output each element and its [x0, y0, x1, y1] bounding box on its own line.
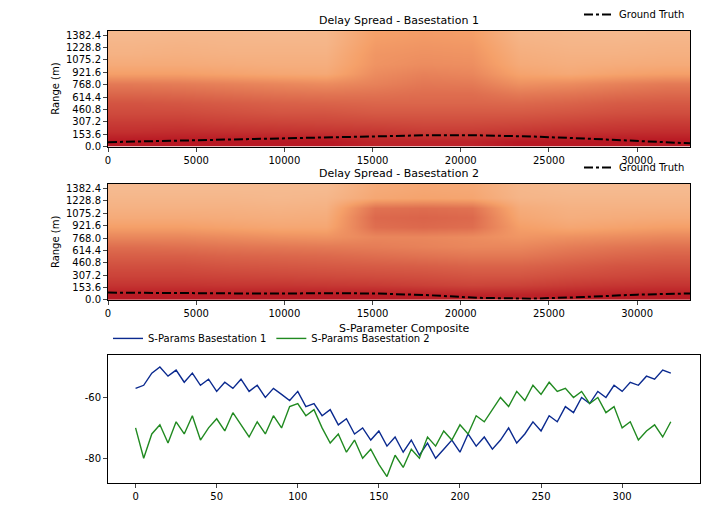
svg-text:460.8: 460.8	[72, 257, 101, 268]
svg-text:768.0: 768.0	[72, 79, 101, 90]
svg-text:153.6: 153.6	[72, 129, 101, 140]
svg-text:5000: 5000	[183, 155, 208, 166]
svg-text:15000: 15000	[357, 155, 389, 166]
svg-text:-60: -60	[85, 392, 101, 403]
svg-text:Range (m): Range (m)	[50, 62, 61, 115]
svg-text:Ground Truth: Ground Truth	[619, 9, 684, 20]
svg-text:1228.8: 1228.8	[66, 42, 101, 53]
svg-text:Ground Truth: Ground Truth	[619, 162, 684, 173]
svg-text:20000: 20000	[445, 155, 477, 166]
svg-text:1075.2: 1075.2	[66, 54, 101, 65]
svg-text:921.6: 921.6	[72, 67, 101, 78]
svg-text:Range (m): Range (m)	[50, 216, 61, 269]
svg-text:921.6: 921.6	[72, 220, 101, 231]
svg-text:150: 150	[369, 491, 388, 502]
svg-text:300: 300	[613, 491, 632, 502]
svg-text:1075.2: 1075.2	[66, 208, 101, 219]
svg-text:0: 0	[105, 308, 111, 319]
svg-text:20000: 20000	[445, 308, 477, 319]
svg-text:1382.4: 1382.4	[66, 30, 101, 41]
svg-text:460.8: 460.8	[72, 104, 101, 115]
svg-text:250: 250	[532, 491, 551, 502]
svg-text:0: 0	[132, 491, 138, 502]
svg-text:15000: 15000	[357, 308, 389, 319]
svg-text:Delay Spread - Basestation 2: Delay Spread - Basestation 2	[319, 167, 479, 180]
svg-text:1228.8: 1228.8	[66, 195, 101, 206]
svg-text:30000: 30000	[621, 308, 653, 319]
svg-text:614.4: 614.4	[72, 92, 101, 103]
svg-text:0: 0	[105, 155, 111, 166]
svg-text:0.0: 0.0	[85, 294, 101, 305]
svg-text:Delay Spread - Basestation 1: Delay Spread - Basestation 1	[319, 14, 479, 27]
svg-text:200: 200	[450, 491, 469, 502]
svg-text:307.2: 307.2	[72, 116, 101, 127]
svg-text:0.0: 0.0	[85, 141, 101, 152]
svg-text:25000: 25000	[533, 155, 565, 166]
svg-text:307.2: 307.2	[72, 270, 101, 281]
svg-text:5000: 5000	[183, 308, 208, 319]
svg-text:10000: 10000	[268, 155, 300, 166]
svg-text:50: 50	[210, 491, 223, 502]
svg-text:S-Params Basestation 2: S-Params Basestation 2	[311, 333, 429, 344]
svg-text:768.0: 768.0	[72, 233, 101, 244]
svg-text:100: 100	[288, 491, 307, 502]
svg-text:S-Params Basestation 1: S-Params Basestation 1	[148, 333, 266, 344]
svg-text:25000: 25000	[533, 308, 565, 319]
svg-text:10000: 10000	[268, 308, 300, 319]
svg-text:1382.4: 1382.4	[66, 183, 101, 194]
svg-text:S-Parameter Composite: S-Parameter Composite	[339, 322, 470, 335]
svg-text:614.4: 614.4	[72, 245, 101, 256]
svg-text:30000: 30000	[621, 154, 653, 166]
svg-text:153.6: 153.6	[72, 282, 101, 293]
svg-text:-80: -80	[85, 453, 101, 464]
